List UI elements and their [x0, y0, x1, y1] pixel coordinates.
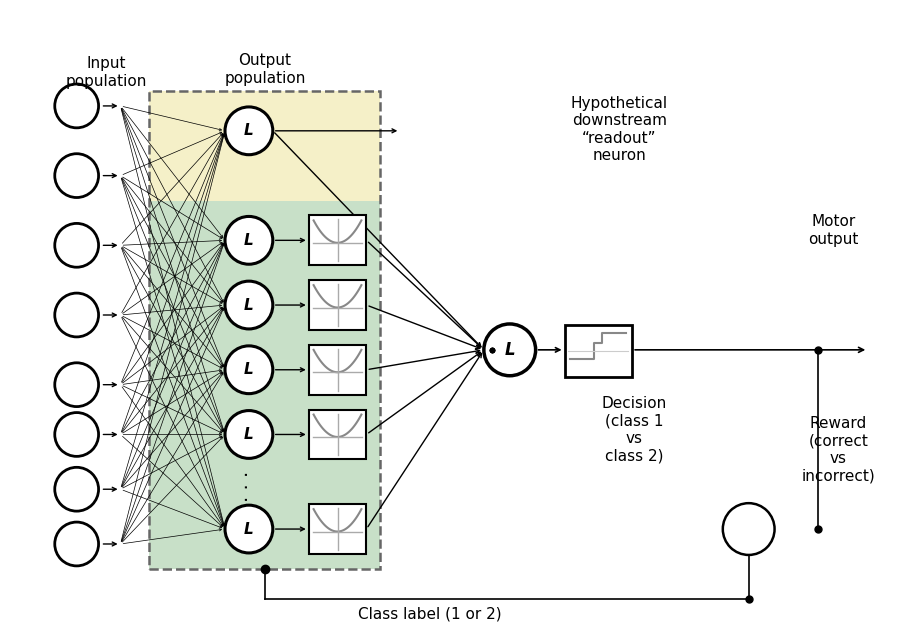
Circle shape	[55, 467, 98, 511]
Text: L: L	[244, 123, 254, 139]
Circle shape	[55, 363, 98, 406]
Bar	[149, 91, 380, 569]
Bar	[563, 325, 631, 377]
Bar	[308, 345, 366, 394]
Text: L: L	[244, 233, 254, 248]
Circle shape	[225, 411, 273, 459]
Circle shape	[225, 217, 273, 264]
Circle shape	[225, 346, 273, 394]
Bar	[308, 280, 366, 330]
Bar	[308, 215, 366, 265]
Text: Class label (1 or 2): Class label (1 or 2)	[358, 606, 501, 621]
Text: Decision
(class 1
vs
class 2): Decision (class 1 vs class 2)	[600, 396, 666, 463]
Circle shape	[55, 413, 98, 456]
Bar	[308, 410, 366, 459]
Circle shape	[55, 522, 98, 566]
Text: L: L	[244, 362, 254, 377]
Text: Output
population: Output population	[224, 53, 305, 86]
Circle shape	[722, 503, 774, 555]
Circle shape	[55, 84, 98, 128]
Text: Hypothetical
downstream
“readout”
neuron: Hypothetical downstream “readout” neuron	[570, 96, 667, 163]
Circle shape	[483, 324, 535, 375]
Circle shape	[55, 224, 98, 267]
Circle shape	[55, 293, 98, 337]
Bar	[149, 200, 380, 569]
Text: L: L	[244, 297, 254, 312]
Text: · · ·: · · ·	[239, 471, 258, 502]
Text: Reward
(correct
vs
incorrect): Reward (correct vs incorrect)	[801, 416, 874, 483]
Circle shape	[225, 281, 273, 329]
Bar	[308, 504, 366, 554]
Circle shape	[225, 107, 273, 155]
Text: L: L	[244, 522, 254, 537]
Text: L: L	[244, 427, 254, 442]
Text: Motor
output: Motor output	[807, 214, 858, 246]
Text: L: L	[504, 341, 515, 359]
Text: Input
population: Input population	[66, 56, 147, 89]
Circle shape	[55, 154, 98, 198]
Bar	[149, 91, 380, 205]
Circle shape	[225, 505, 273, 553]
